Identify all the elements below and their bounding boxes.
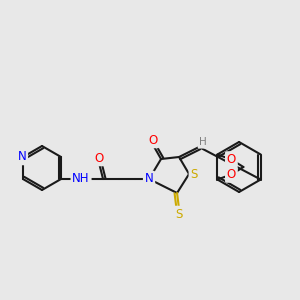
Text: H: H [199,137,207,147]
Text: O: O [148,134,158,146]
Text: O: O [227,153,236,166]
Text: O: O [94,152,104,164]
Text: O: O [227,168,236,181]
Text: NH: NH [72,172,90,185]
Text: N: N [18,151,26,164]
Text: S: S [176,208,183,220]
Text: N: N [145,172,153,185]
Text: S: S [190,167,198,181]
